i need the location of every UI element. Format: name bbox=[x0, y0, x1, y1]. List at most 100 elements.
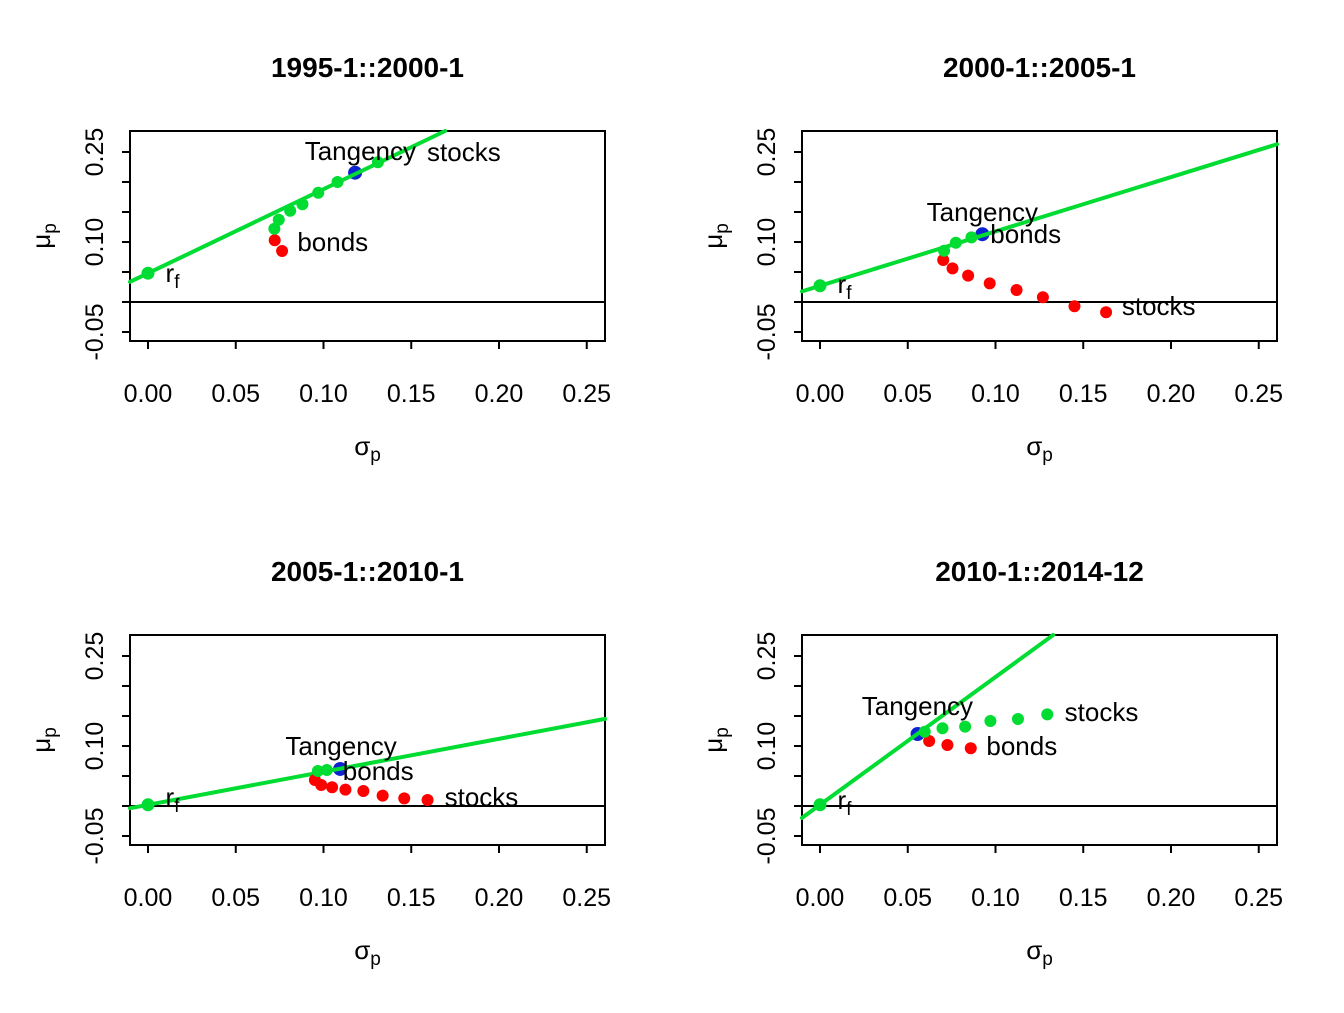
risk-free-point bbox=[813, 279, 827, 293]
x-axis-tick-label: 0.00 bbox=[124, 884, 173, 912]
frontier-point-green bbox=[959, 720, 972, 733]
efficient-frontier-chart: 2000-1::2005-10.00 0.05 0.10 0.15 0.20 0.25-0… bbox=[698, 52, 1283, 466]
plot-frame bbox=[801, 634, 1278, 846]
y-axis-tick-label: -0.05 bbox=[753, 808, 781, 865]
frontier-point-green bbox=[331, 176, 344, 188]
frontier-point-green bbox=[938, 244, 951, 257]
y-axis-tick-label: 0.25 bbox=[81, 632, 109, 681]
frontier-point-red bbox=[376, 789, 389, 802]
frontier-point-red bbox=[964, 742, 977, 755]
y-axis-label: μp bbox=[26, 223, 61, 249]
risk-free-point bbox=[141, 798, 155, 812]
frontier-point-red bbox=[1036, 291, 1049, 304]
x-axis-tick-label: 0.15 bbox=[387, 380, 436, 408]
frontier-point-green bbox=[296, 198, 309, 211]
frontier-point-green bbox=[371, 156, 384, 169]
y-axis-tick-label: 0.25 bbox=[753, 128, 781, 177]
y-axis-label: μp bbox=[698, 223, 733, 249]
panel-title: 2005-1::2010-1 bbox=[271, 556, 464, 587]
frontier-point-green bbox=[312, 186, 325, 199]
x-axis-label: σp bbox=[354, 431, 381, 466]
y-axis-tick-label: 0.25 bbox=[81, 128, 109, 177]
frontier-point-red bbox=[923, 735, 936, 748]
efficient-frontier-chart: 1995-1::2000-10.00 0.05 0.10 0.15 0.20 0.25-0… bbox=[26, 52, 611, 466]
frontier-point-red bbox=[421, 794, 434, 806]
tangency-label: Tangency bbox=[862, 691, 973, 721]
stocks-label: stocks bbox=[1122, 291, 1196, 321]
y-axis-label: μp bbox=[698, 727, 733, 753]
plot-frame bbox=[129, 130, 606, 342]
bonds-label: bonds bbox=[990, 219, 1061, 249]
tangency-label: Tangency bbox=[285, 731, 396, 761]
x-axis-tick-label: 0.00 bbox=[124, 380, 173, 408]
capital-market-line bbox=[800, 142, 1279, 294]
x-axis-tick-label: 0.20 bbox=[1147, 380, 1196, 408]
risk-free-rate-label: rf bbox=[166, 782, 181, 817]
plot-frame bbox=[801, 130, 1278, 342]
tangency-label: Tangency bbox=[305, 136, 416, 166]
frontier-point-green bbox=[936, 722, 949, 735]
y-axis-tick-label: 0.25 bbox=[753, 632, 781, 681]
frontier-point-green bbox=[984, 714, 997, 727]
capital-market-line bbox=[128, 716, 607, 811]
frontier-point-red bbox=[983, 277, 996, 290]
x-axis-tick-label: 0.20 bbox=[1147, 884, 1196, 912]
x-axis-tick-label: 0.20 bbox=[475, 884, 524, 912]
frontier-point-red bbox=[315, 779, 328, 791]
frontier-point-green bbox=[1041, 708, 1054, 721]
x-axis-tick-label: 0.25 bbox=[1234, 884, 1283, 912]
frontier-point-red bbox=[1068, 300, 1081, 313]
frontier-point-red bbox=[941, 738, 954, 751]
x-axis-tick-label: 0.05 bbox=[211, 884, 260, 912]
frontier-point-green bbox=[965, 231, 978, 244]
y-axis-tick-label: 0.10 bbox=[753, 218, 781, 267]
frontier-point-red bbox=[946, 262, 959, 275]
y-axis-tick-label: 0.10 bbox=[81, 218, 109, 267]
risk-free-rate-label: rf bbox=[166, 258, 181, 293]
frontier-point-red bbox=[1100, 306, 1113, 319]
x-axis-tick-label: 0.10 bbox=[299, 884, 348, 912]
x-axis-tick-label: 0.15 bbox=[387, 884, 436, 912]
x-axis-label: σp bbox=[1026, 431, 1053, 466]
x-axis-label: σp bbox=[354, 935, 381, 970]
y-axis-tick-label: -0.05 bbox=[81, 808, 109, 865]
panel-title: 2000-1::2005-1 bbox=[943, 52, 1136, 83]
panel-title: 2010-1::2014-12 bbox=[935, 556, 1144, 587]
frontier-point-red bbox=[398, 792, 411, 805]
risk-free-rate-label: rf bbox=[838, 785, 853, 820]
x-axis-tick-label: 0.05 bbox=[883, 884, 932, 912]
x-axis-tick-label: 0.10 bbox=[971, 884, 1020, 912]
x-axis-tick-label: 0.05 bbox=[883, 380, 932, 408]
frontier-point-red bbox=[276, 245, 289, 257]
efficient-frontier-chart: 2005-1::2010-10.00 0.05 0.10 0.15 0.20 0.25-0… bbox=[26, 556, 611, 970]
frontier-point-green bbox=[949, 236, 962, 249]
x-axis-tick-label: 0.25 bbox=[562, 380, 611, 408]
x-axis-tick-label: 0.10 bbox=[299, 380, 348, 408]
stocks-label: stocks bbox=[1065, 697, 1139, 727]
risk-free-point bbox=[813, 798, 827, 812]
frontier-point-red bbox=[1010, 284, 1023, 296]
panel-title: 1995-1::2000-1 bbox=[271, 52, 464, 83]
frontier-point-red bbox=[339, 783, 352, 796]
bonds-label: bonds bbox=[986, 731, 1057, 761]
risk-free-rate-label: rf bbox=[838, 269, 853, 304]
x-axis-tick-label: 0.15 bbox=[1059, 884, 1108, 912]
frontier-point-green bbox=[311, 765, 324, 778]
y-axis-tick-label: 0.10 bbox=[81, 722, 109, 771]
x-axis-tick-label: 0.25 bbox=[562, 884, 611, 912]
frontier-point-red bbox=[962, 269, 975, 282]
frontier-point-red bbox=[357, 785, 370, 797]
panel-2005-1-2010-1: 2005-1::2010-1 0.00 0.05 0.10 0.15 0.20 0.25 -0… bbox=[0, 504, 672, 1008]
y-axis-tick-label: -0.05 bbox=[81, 304, 109, 361]
frontier-point-green bbox=[320, 764, 333, 776]
y-axis-label: μp bbox=[26, 727, 61, 753]
x-axis-label: σp bbox=[1026, 935, 1053, 970]
plot-frame bbox=[129, 634, 606, 846]
bonds-label: bonds bbox=[343, 756, 414, 786]
stocks-label: stocks bbox=[427, 137, 501, 167]
frontier-point-green bbox=[272, 213, 285, 226]
frontier-point-red bbox=[326, 781, 339, 794]
frontier-point-green bbox=[918, 725, 931, 738]
bonds-label: bonds bbox=[297, 227, 368, 257]
